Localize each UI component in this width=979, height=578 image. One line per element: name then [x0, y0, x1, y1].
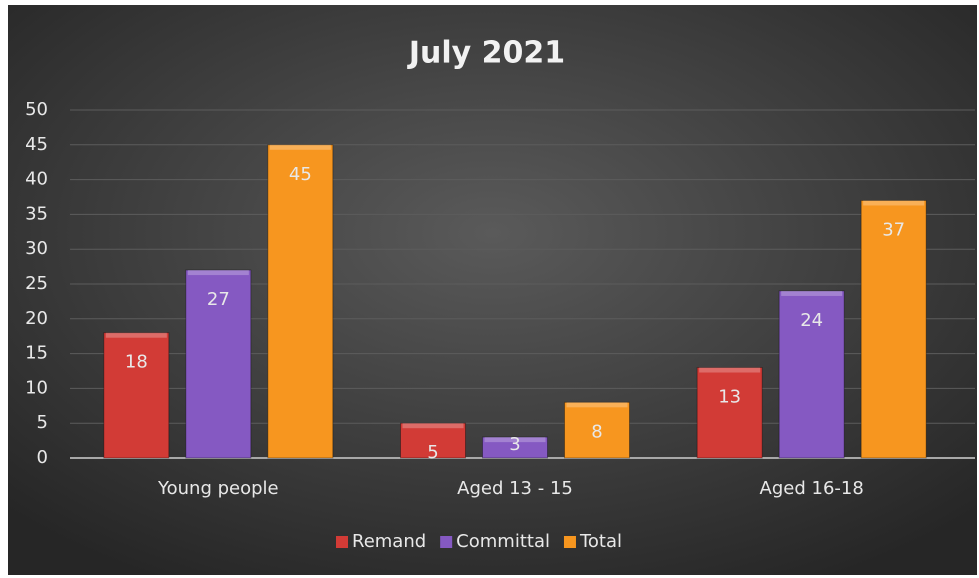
bar-bevel	[566, 402, 628, 408]
legend-swatch	[336, 536, 348, 548]
data-label: 27	[207, 289, 230, 310]
bar	[564, 401, 630, 459]
data-label: 45	[289, 164, 312, 185]
bar-bevel	[699, 367, 761, 373]
chart-title: July 2021	[407, 36, 565, 71]
y-tick-label: 5	[37, 412, 48, 433]
bar	[400, 422, 466, 459]
legend-label: Total	[579, 531, 622, 552]
bar-bevel	[863, 200, 925, 206]
data-label: 5	[427, 442, 438, 463]
y-tick-label: 40	[25, 169, 48, 190]
y-tick-label: 45	[25, 134, 48, 155]
bar-bevel	[105, 332, 167, 338]
y-tick-label: 10	[25, 377, 48, 398]
data-label: 24	[800, 310, 823, 331]
bar	[103, 332, 170, 459]
chart-background	[8, 5, 977, 575]
data-label: 13	[718, 387, 741, 408]
x-tick-label: Aged 13 - 15	[457, 478, 573, 499]
data-label: 37	[882, 219, 905, 240]
bar-bevel	[484, 437, 546, 443]
y-tick-label: 0	[37, 447, 48, 468]
x-tick-label: Young people	[157, 478, 279, 499]
bar-bevel	[781, 290, 843, 296]
legend-label: Committal	[456, 531, 550, 552]
bar	[696, 367, 763, 459]
bar	[267, 144, 334, 459]
y-tick-label: 50	[25, 99, 48, 120]
data-label: 3	[509, 434, 520, 455]
data-label: 18	[125, 352, 148, 373]
bar	[860, 199, 927, 459]
y-tick-label: 35	[25, 203, 48, 224]
bar-bevel	[187, 270, 249, 276]
y-tick-label: 20	[25, 308, 48, 329]
bar-bevel	[269, 144, 331, 150]
bar	[482, 436, 548, 459]
y-tick-label: 30	[25, 238, 48, 259]
bar	[778, 290, 845, 459]
legend-label: Remand	[352, 531, 426, 552]
legend-swatch	[563, 536, 576, 548]
bar	[185, 269, 252, 459]
legend-swatch	[440, 536, 453, 548]
y-tick-label: 15	[25, 343, 48, 364]
bar-bevel	[402, 423, 464, 429]
data-label: 8	[591, 421, 602, 442]
x-tick-label: Aged 16-18	[760, 478, 864, 499]
y-tick-label: 25	[25, 273, 48, 294]
